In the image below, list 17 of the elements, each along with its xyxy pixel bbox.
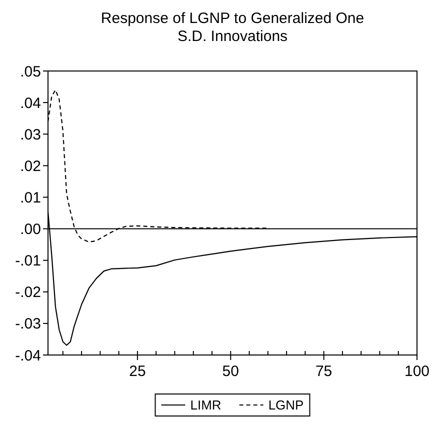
y-tick-label: .01	[20, 189, 41, 206]
x-tick-label: 75	[315, 363, 332, 380]
y-tick-label: .02	[20, 158, 41, 175]
y-tick-label: -.03	[15, 316, 41, 333]
y-tick-label: .03	[20, 126, 41, 144]
y-tick-label: .04	[20, 94, 41, 112]
x-tick-label: 100	[404, 363, 430, 380]
y-tick-label: -.04	[15, 347, 41, 364]
y-tick-label: .00	[20, 221, 41, 238]
legend-label: LGNP	[268, 398, 304, 413]
legend-label: LIMR	[190, 398, 222, 413]
chart-title: Response of LGNP to Generalized One S.D. Innovations	[100, 10, 364, 45]
x-tick-label: 25	[129, 363, 146, 380]
x-tick-label: 50	[222, 363, 239, 380]
y-tick-label: -.02	[15, 284, 41, 302]
y-tick-label: .05	[20, 63, 41, 80]
y-tick-label: -.01	[15, 252, 41, 270]
